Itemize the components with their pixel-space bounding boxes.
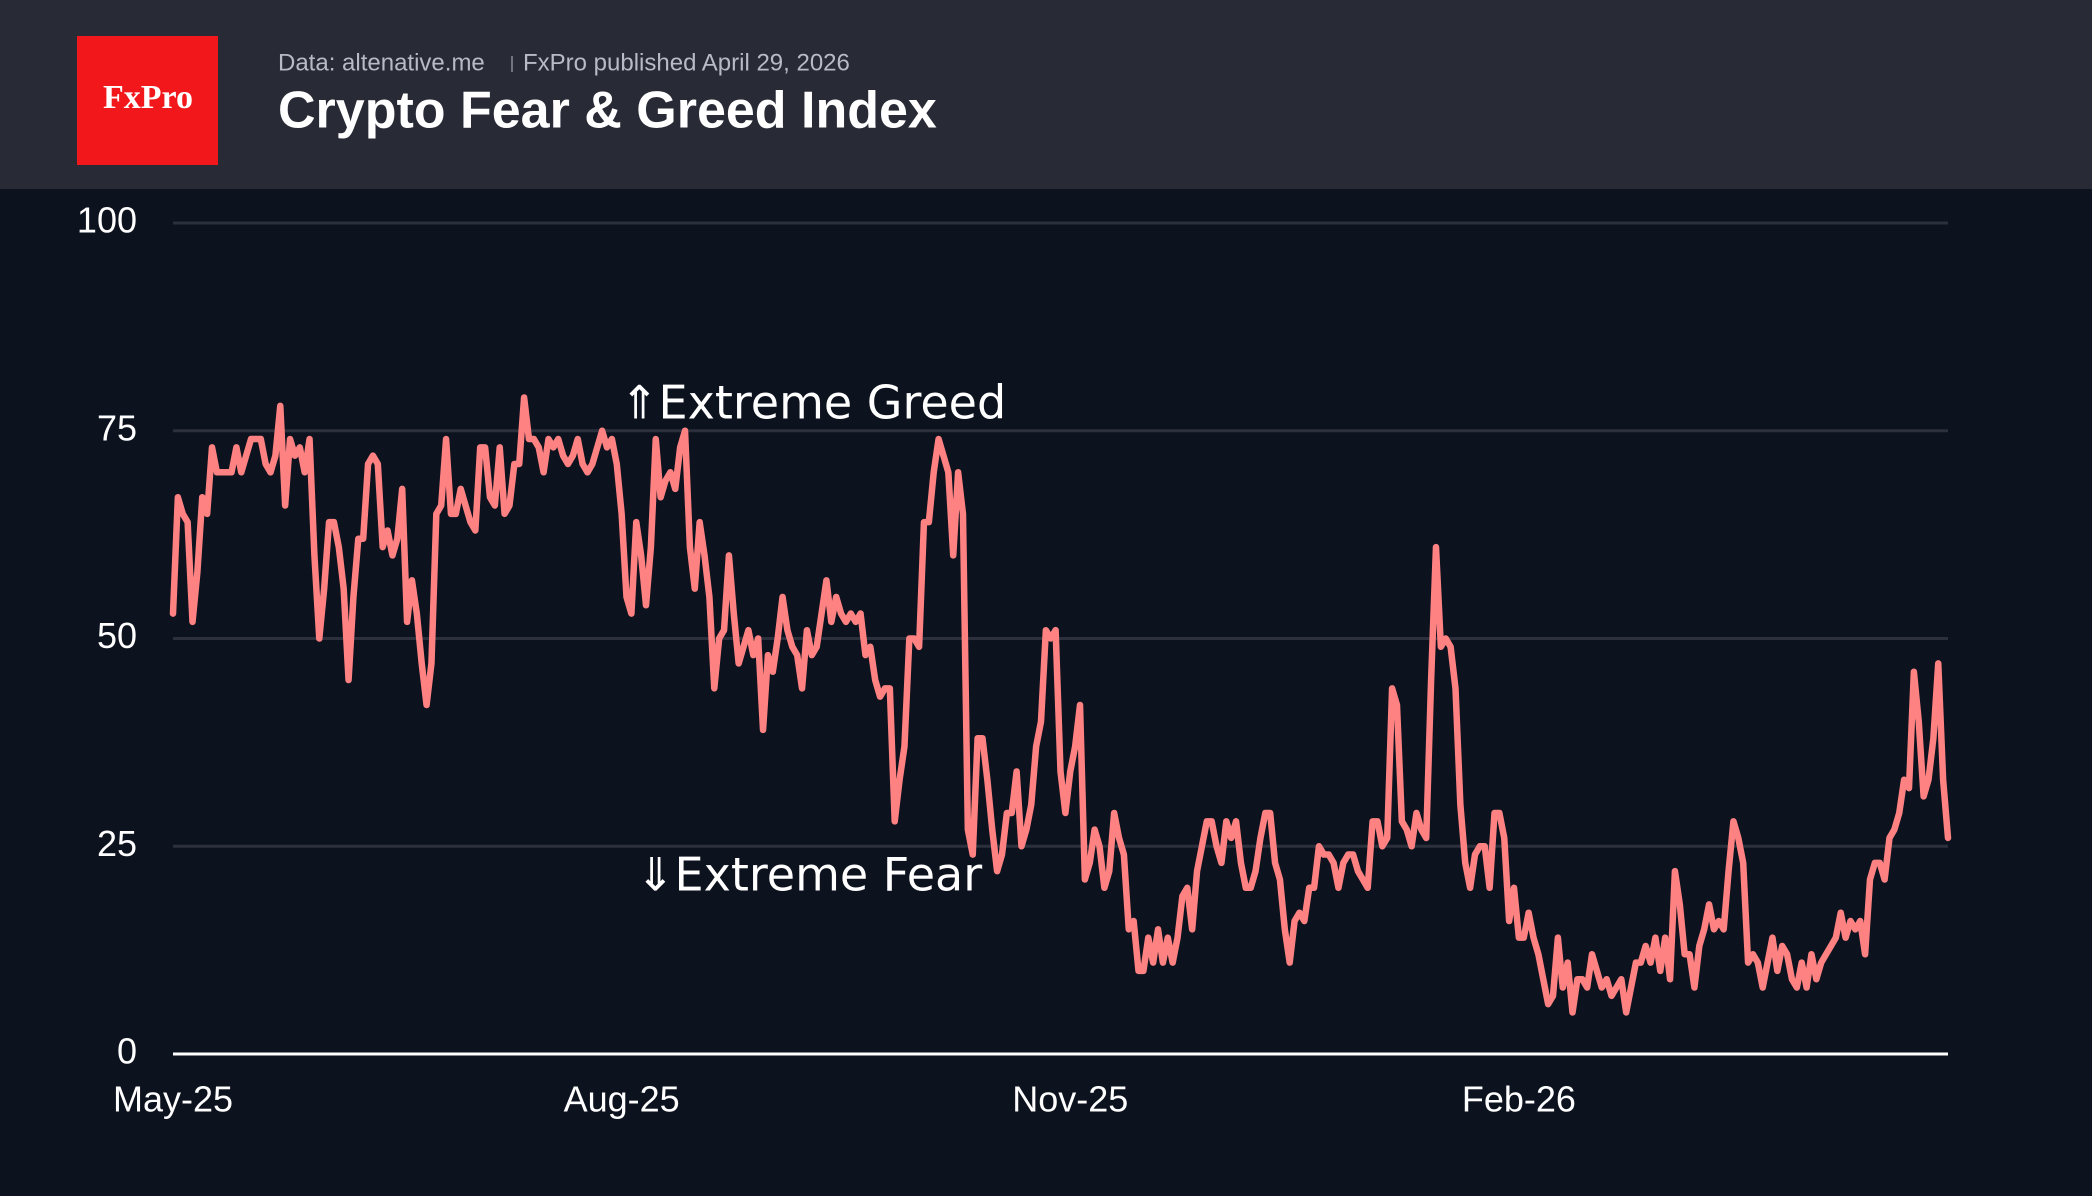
published: FxPro published April 29, 2026: [523, 49, 850, 76]
annotation-fear: ⇓Extreme Fear: [636, 848, 982, 902]
y-tick-label: 100: [77, 200, 137, 241]
logo: FxPro: [103, 79, 193, 116]
y-tick-label: 50: [97, 615, 137, 656]
y-tick-label: 25: [97, 823, 137, 864]
x-tick-label: May-25: [113, 1079, 233, 1120]
y-tick-label: 0: [117, 1031, 137, 1072]
y-tick-label: 75: [97, 407, 137, 448]
x-tick-label: Nov-25: [1012, 1079, 1128, 1120]
x-tick-label: Aug-25: [564, 1079, 680, 1120]
line: [169, 394, 1952, 1016]
logo-box: [77, 36, 218, 165]
source: Data: altenative.me: [278, 49, 485, 76]
x-tick-label: Feb-26: [1462, 1079, 1576, 1120]
annotation-greed: ⇑Extreme Greed: [620, 376, 1006, 430]
header-band: [0, 0, 2092, 189]
chart-title: Crypto Fear & Greed Index: [278, 82, 937, 140]
